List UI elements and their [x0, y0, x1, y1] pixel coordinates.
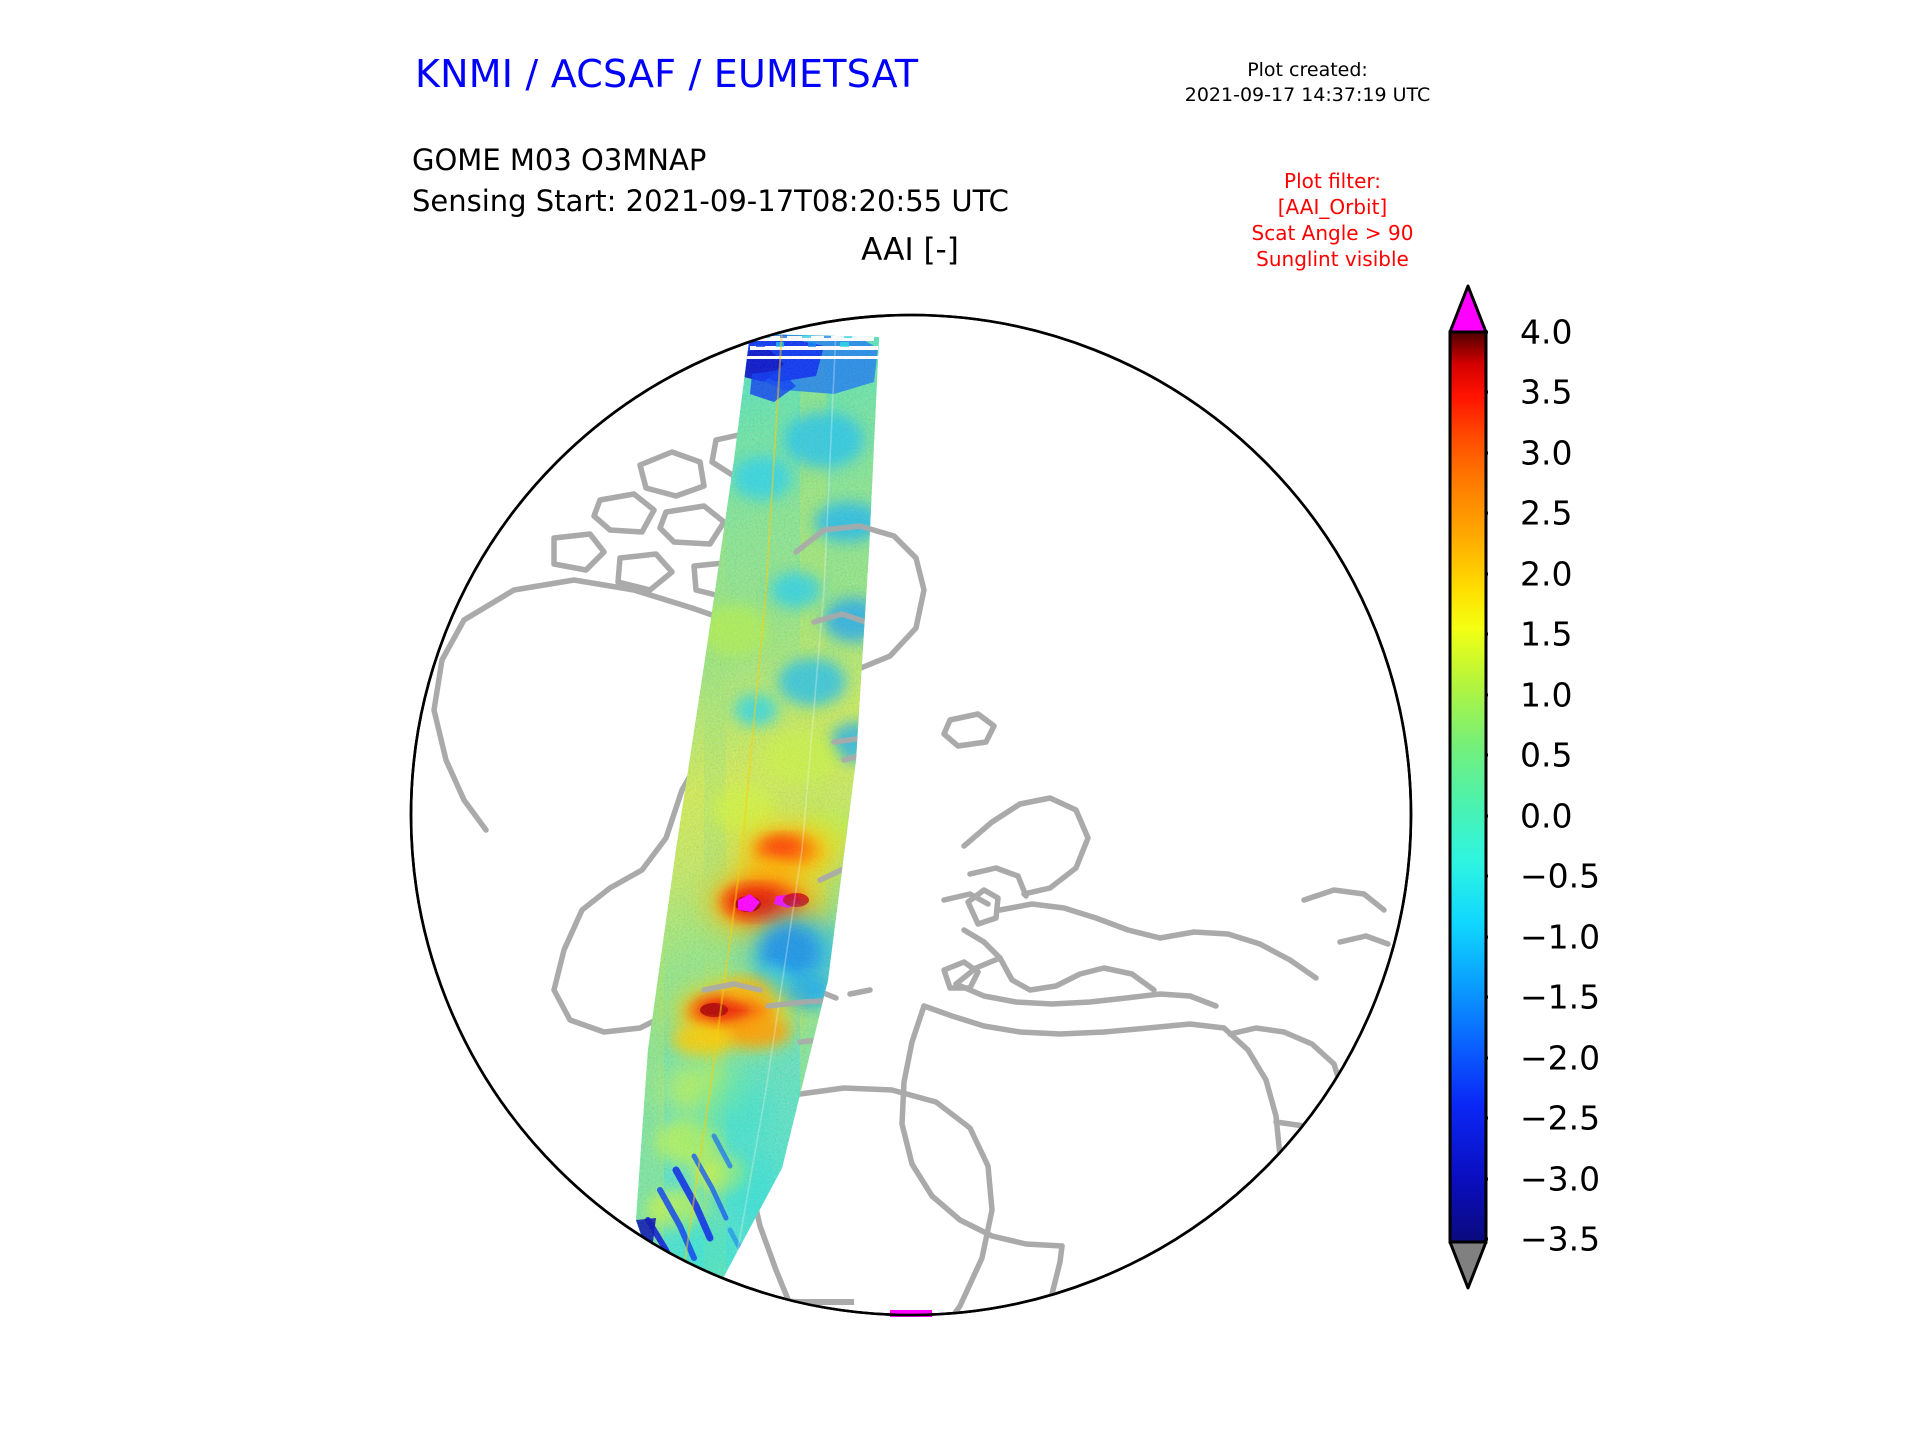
colorbar-tick-label: −2.5: [1520, 1098, 1601, 1138]
plot-created-block: Plot created: 2021-09-17 14:37:19 UTC: [1165, 58, 1450, 108]
organisation-title: KNMI / ACSAF / EUMETSAT: [415, 52, 919, 96]
plot-filter-line-1: [AAI_Orbit]: [1277, 195, 1388, 219]
plot-created-label: Plot created:: [1247, 59, 1368, 81]
colorbar-svg: [1448, 284, 1488, 1290]
colorbar-tick-label: −1.5: [1520, 977, 1601, 1017]
colorbar-tick-label: −1.0: [1520, 917, 1601, 957]
colorbar-gradient: [1448, 330, 1488, 1244]
sensing-start: Sensing Start: 2021-09-17T08:20:55 UTC: [412, 184, 1009, 218]
globe-svg: [409, 313, 1413, 1317]
product-info-block: GOME M03 O3MNAP Sensing Start: 2021-09-1…: [412, 140, 1009, 222]
colorbar-tick-labels: 4.0 3.5 3.0 2.5 2.0 1.5 1.0 0.5 0.0 −0.5…: [1520, 282, 1660, 1292]
colorbar-tick-label: 0.0: [1520, 796, 1573, 836]
rim-over-range-marker: [890, 1310, 932, 1317]
globe-outline: [409, 313, 1413, 1317]
orthographic-globe: [404, 290, 1418, 1340]
product-name: GOME M03 O3MNAP: [412, 143, 707, 177]
colorbar-tick-label: 3.5: [1520, 372, 1573, 412]
colorbar-under-arrow: [1448, 1240, 1488, 1290]
plot-filter-line-2: Scat Angle > 90: [1251, 221, 1414, 245]
colorbar-tick-label: −0.5: [1520, 856, 1601, 896]
plot-filter-block: Plot filter: [AAI_Orbit] Scat Angle > 90…: [1190, 168, 1475, 272]
variable-title: AAI [-]: [861, 232, 959, 268]
plot-filter-label: Plot filter:: [1284, 169, 1381, 193]
colorbar-tick-label: 1.5: [1520, 614, 1573, 654]
colorbar-over-arrow: [1448, 284, 1488, 334]
plot-created-timestamp: 2021-09-17 14:37:19 UTC: [1184, 84, 1431, 106]
colorbar-tick-label: −2.0: [1520, 1038, 1601, 1078]
colorbar-tick-label: 1.0: [1520, 675, 1573, 715]
colorbar-tick-label: 3.0: [1520, 433, 1573, 473]
colorbar-tick-label: −3.5: [1520, 1219, 1601, 1259]
colorbar-tick-label: 2.0: [1520, 554, 1573, 594]
colorbar-tick-label: 4.0: [1520, 312, 1573, 352]
plot-filter-line-3: Sunglint visible: [1256, 247, 1409, 271]
colorbar: [1448, 282, 1488, 1292]
colorbar-tick-label: 0.5: [1520, 735, 1573, 775]
colorbar-tick-label: 2.5: [1520, 493, 1573, 533]
colorbar-tick-label: −3.0: [1520, 1159, 1601, 1199]
